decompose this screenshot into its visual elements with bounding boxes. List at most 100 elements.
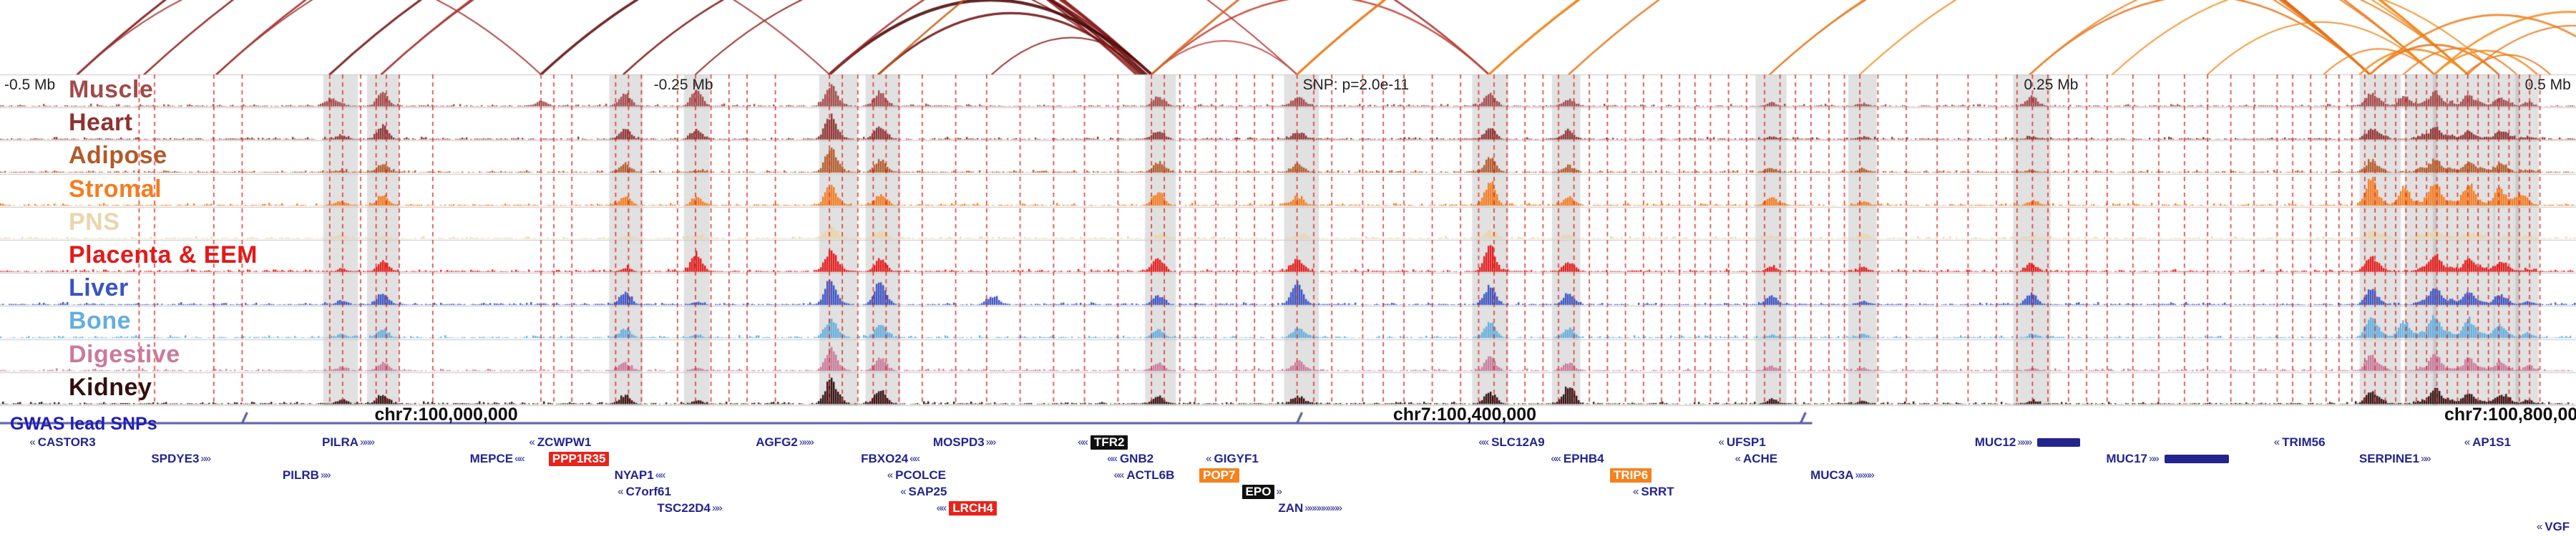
track-label-pns[interactable]: PNS	[69, 208, 120, 236]
gene-ap1s1[interactable]: «AP1S1	[2464, 435, 2511, 450]
scale-label-minus-0-5mb: -0.5 Mb	[4, 77, 56, 93]
track-label-placenta-eem[interactable]: Placenta & EEM	[69, 241, 258, 268]
strand-arrows-icon: »»	[320, 469, 331, 481]
gene-label: TRIP6	[1610, 468, 1652, 483]
gene-mospd3[interactable]: MOSPD3»»	[933, 435, 997, 450]
strand-arrows-icon: »»»	[799, 436, 814, 448]
gene-label: ACTL6B	[1126, 468, 1175, 482]
gene-sap25[interactable]: «SAP25	[900, 485, 947, 499]
strand-arrows-icon: «	[887, 469, 893, 481]
gene-label: NYAP1	[614, 468, 654, 482]
gene-zan[interactable]: ZAN»»»»»»»»	[1278, 501, 1343, 516]
strand-arrows-icon: ««	[1551, 453, 1561, 465]
gene-label: GIGYF1	[1214, 452, 1259, 465]
strand-arrows-icon: »»»»	[1855, 469, 1875, 481]
strand-arrows-icon: «	[900, 485, 906, 498]
strand-arrows-icon: »	[1276, 485, 1282, 498]
strand-arrows-icon: »»»	[360, 436, 375, 448]
strand-arrows-icon: ««	[655, 469, 666, 481]
gene-muc12[interactable]: MUC12»»»	[1975, 435, 2081, 450]
track-label-stromal[interactable]: Stromal	[69, 175, 162, 203]
strand-arrows-icon: «	[1633, 485, 1639, 498]
gene-label: SRRT	[1641, 485, 1674, 498]
gene-label: CASTOR3	[37, 435, 96, 449]
gene-gnb2[interactable]: «« GNB2	[1107, 452, 1153, 466]
gene-ppp1r35[interactable]: PPP1R35	[548, 452, 610, 466]
gene-trip6[interactable]: TRIP6	[1610, 468, 1652, 483]
gene-fbxo24[interactable]: FBXO24 ««	[861, 452, 921, 466]
coordinate-label-left: chr7:100,000,000	[374, 405, 518, 425]
gene-label: TRIM56	[2282, 435, 2326, 449]
gene-tfr2[interactable]: «« TFR2	[1078, 435, 1128, 450]
gene-label: PILRB	[282, 468, 319, 482]
strand-arrows-icon: ««	[1478, 436, 1489, 448]
gene-label: EPHB4	[1563, 452, 1604, 465]
gene-ufsp1[interactable]: «UFSP1	[1719, 435, 1766, 450]
gene-label: FBXO24	[861, 452, 909, 465]
gene-pop7[interactable]: POP7	[1199, 468, 1239, 483]
gene-c7orf61[interactable]: «C7orf61	[618, 485, 671, 499]
track-label-muscle[interactable]: Muscle	[69, 76, 154, 103]
gene-serpine1[interactable]: SERPINE1»»	[2359, 452, 2432, 466]
gene-spdye3[interactable]: SPDYE3»»	[151, 452, 212, 466]
lead-snp-pvalue-label: SNP: p=2.0e-11	[1302, 77, 1410, 93]
track-label-bone[interactable]: Bone	[69, 307, 131, 335]
gene-muc17[interactable]: MUC17»»	[2106, 452, 2229, 466]
gene-label: UFSP1	[1726, 435, 1766, 449]
gene-label: AP1S1	[2472, 435, 2511, 449]
gene-label: ACHE	[1742, 452, 1778, 465]
track-label-heart[interactable]: Heart	[69, 109, 133, 137]
gene-actl6b[interactable]: «« ACTL6B	[1114, 468, 1175, 483]
track-label-liver[interactable]: Liver	[69, 274, 129, 302]
coordinate-label-right: chr7:100,800,000	[2444, 405, 2576, 425]
gene-lrch4[interactable]: «« LRCH4	[937, 501, 997, 516]
gene-nyap1[interactable]: NYAP1 ««	[615, 468, 667, 483]
track-label-adipose[interactable]: Adipose	[69, 142, 167, 170]
gene-label: MUC12	[1974, 435, 2016, 449]
gene-exon-bar	[2037, 438, 2081, 447]
gene-label: POP7	[1199, 468, 1239, 483]
gene-label: ZAN	[1278, 501, 1304, 515]
gene-slc12a9[interactable]: «« SLC12A9	[1478, 435, 1544, 450]
gene-castor3[interactable]: «CASTOR3	[29, 435, 95, 450]
gene-pcolce[interactable]: «PCOLCE	[887, 468, 946, 483]
gwas-lead-snps-label: GWAS lead SNPs	[10, 414, 157, 434]
gene-label: SAP25	[908, 485, 947, 498]
strand-arrows-icon: ««	[909, 453, 920, 465]
track-label-kidney[interactable]: Kidney	[69, 373, 152, 401]
gene-mepce[interactable]: MEPCE ««	[470, 452, 526, 466]
gene-ephb4[interactable]: «« EPHB4	[1551, 452, 1604, 466]
gene-muc3a[interactable]: MUC3A»»»»	[1810, 468, 1875, 483]
strand-arrows-icon: ««	[936, 502, 947, 514]
strand-arrows-icon: «	[529, 436, 535, 448]
strand-arrows-icon: «	[2273, 436, 2280, 448]
gene-srrt[interactable]: «SRRT	[1633, 485, 1674, 499]
gene-ache[interactable]: «ACHE	[1735, 452, 1778, 466]
gene-label: GNB2	[1119, 452, 1154, 465]
gene-label: MUC17	[2106, 452, 2147, 465]
gene-label: MEPCE	[469, 452, 514, 465]
gene-label: VGF	[2545, 520, 2570, 533]
gene-label: SPDYE3	[151, 452, 200, 465]
gene-label: SLC12A9	[1491, 435, 1545, 449]
strand-arrows-icon: «	[1206, 453, 1211, 465]
track-label-digestive[interactable]: Digestive	[69, 340, 180, 368]
strand-arrows-icon: »»	[200, 453, 211, 465]
strand-arrows-icon: «	[2464, 436, 2470, 448]
gene-gigyf1[interactable]: «GIGYF1	[1206, 452, 1259, 466]
gene-pilra[interactable]: PILRA»»»	[322, 435, 376, 450]
gene-label: EPO	[1241, 485, 1275, 499]
gene-pilrb[interactable]: PILRB»»	[283, 468, 332, 483]
strand-arrows-icon: «	[618, 485, 623, 498]
gene-epo[interactable]: EPO»	[1241, 485, 1283, 499]
gene-tsc22d4[interactable]: TSC22D4»»	[657, 501, 723, 516]
strand-arrows-icon: »»	[985, 436, 997, 448]
gene-agfg2[interactable]: AGFG2»»»	[756, 435, 815, 450]
coordinate-label-center: chr7:100,400,000	[1392, 405, 1537, 425]
gene-zcwpw1[interactable]: «ZCWPW1	[529, 435, 591, 450]
gene-trim56[interactable]: «TRIM56	[2274, 435, 2326, 450]
strand-arrows-icon: »»	[2148, 453, 2160, 465]
gene-vgf[interactable]: «VGF	[2537, 520, 2570, 534]
